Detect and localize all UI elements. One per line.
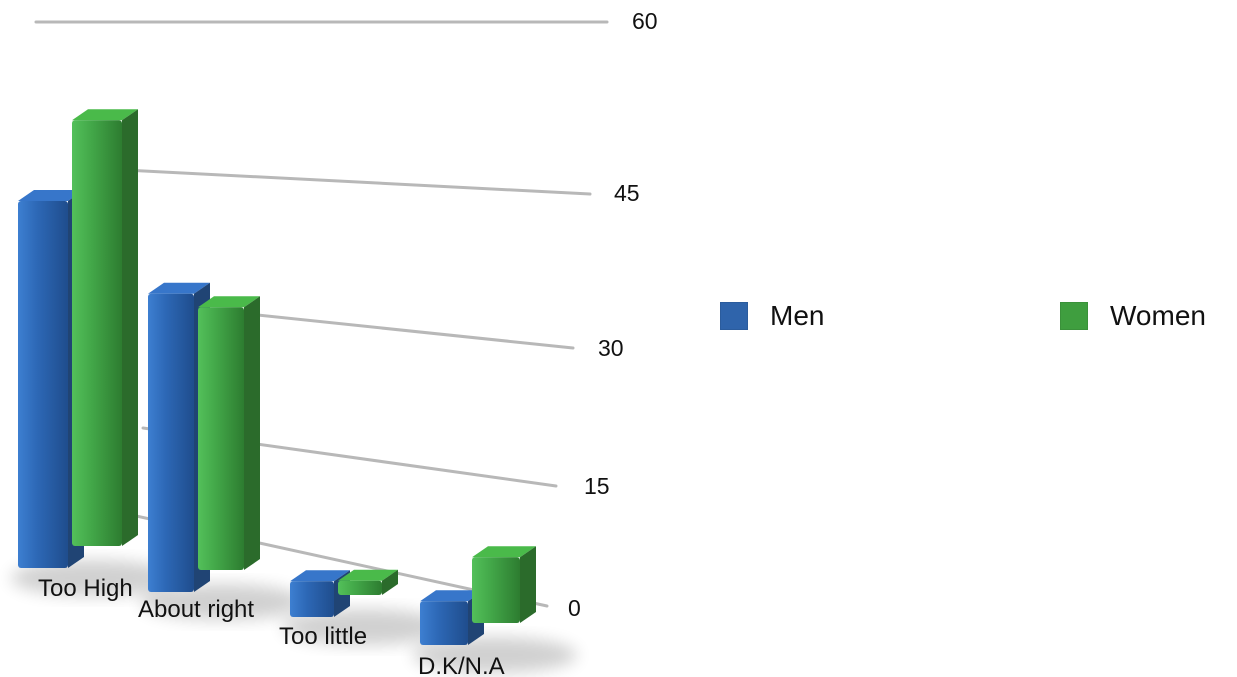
gridline xyxy=(123,168,592,196)
y-axis-ticks: 0 15 30 45 60 xyxy=(568,8,658,621)
y-tick-label: 60 xyxy=(632,8,658,34)
bar-men xyxy=(290,581,334,617)
bar-shadow xyxy=(11,560,175,596)
x-category-label: Too High xyxy=(38,575,133,602)
bar-women xyxy=(72,120,122,546)
legend-item-women: Women xyxy=(1060,300,1206,332)
y-tick-label: 30 xyxy=(598,335,624,361)
y-tick-label: 0 xyxy=(568,595,581,621)
y-tick-label: 15 xyxy=(584,473,610,499)
legend-label-women: Women xyxy=(1110,300,1206,331)
bar-top-men xyxy=(420,590,484,602)
bar-men xyxy=(148,293,194,592)
y-tick-label: 45 xyxy=(614,180,640,206)
legend-item-men: Men xyxy=(720,300,824,332)
bar-top-women xyxy=(198,296,260,308)
bar-top-men xyxy=(148,282,210,294)
bar-women xyxy=(338,580,382,595)
bar-top-women xyxy=(72,109,138,121)
bar-side-women xyxy=(122,109,138,546)
x-category-label: About right xyxy=(138,596,254,623)
bar-shadow xyxy=(141,584,305,620)
bar-women xyxy=(472,557,520,623)
x-category-label: D.K/N.A xyxy=(418,653,505,677)
legend-swatch-men xyxy=(720,302,748,330)
legend-swatch-women xyxy=(1060,302,1088,330)
bar-women xyxy=(198,307,244,570)
x-category-label: Too little xyxy=(279,623,367,650)
bar-top-men xyxy=(18,190,84,201)
bar-side-women xyxy=(520,546,536,623)
bar-top-men xyxy=(290,570,350,582)
bar-shadow xyxy=(413,637,577,673)
bars xyxy=(18,109,536,645)
bar-top-women xyxy=(472,546,536,558)
bar-men xyxy=(18,201,68,568)
bar-men xyxy=(420,601,468,645)
bar-shadow xyxy=(283,609,447,645)
bar-side-women xyxy=(244,296,260,570)
bar-top-women xyxy=(338,569,398,581)
floor-shadow xyxy=(11,560,577,673)
legend-label-men: Men xyxy=(770,300,825,331)
bar-side-women xyxy=(382,569,398,595)
